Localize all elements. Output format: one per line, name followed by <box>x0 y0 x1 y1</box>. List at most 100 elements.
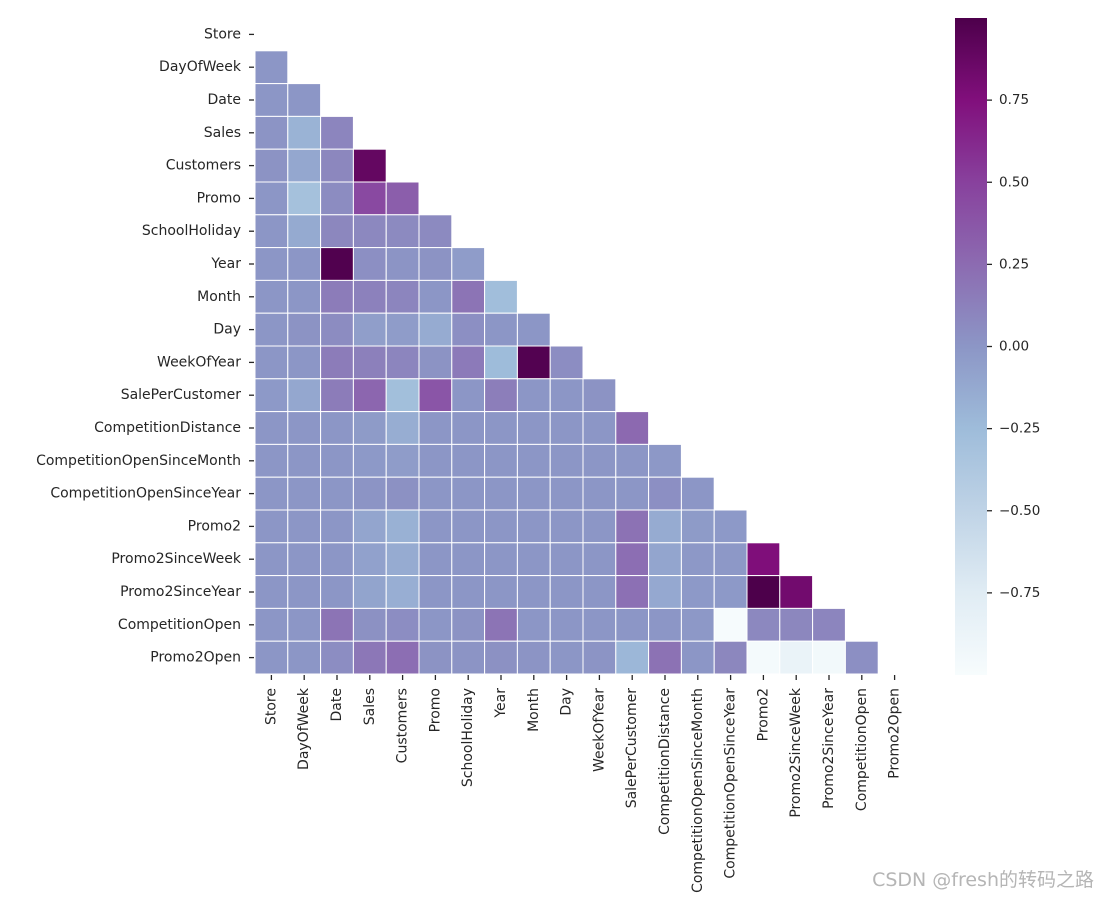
y-tick-label: CompetitionOpenSinceMonth <box>36 453 241 469</box>
heatmap-cell-Promo2Open-CompetitionOpen <box>844 640 879 675</box>
y-tick-label: Day <box>213 322 241 338</box>
y-tick-label: SchoolHoliday <box>142 223 241 239</box>
heatmap-cell-Day-Customers <box>385 312 420 347</box>
heatmap-cell-SalePerCustomer-Store <box>254 378 289 413</box>
heatmap-cell-Promo-Customers <box>385 181 420 216</box>
colorbar-gradient <box>955 18 987 675</box>
heatmap-cell-CompetitionOpen-CompetitionOpenSinceMonth <box>680 607 715 642</box>
x-tick-label: Customers <box>395 688 411 763</box>
heatmap-cell-SchoolHoliday-DayOfWeek <box>287 214 322 249</box>
heatmap-cell-Month-SchoolHoliday <box>451 279 486 314</box>
heatmap-cell-CompetitionOpenSinceYear-CompetitionDistance <box>648 476 682 511</box>
x-tick-label: Promo <box>427 688 443 732</box>
heatmap-cell-Promo2-CompetitionOpenSinceMonth <box>680 509 715 544</box>
heatmap-cell-CompetitionDistance-SalePerCustomer <box>615 411 650 445</box>
x-tick-label: Store <box>263 688 279 725</box>
heatmap-cell-SalePerCustomer-SchoolHoliday <box>451 378 486 413</box>
heatmap-cell-Promo2SinceWeek-Store <box>254 542 289 577</box>
heatmap-cell-CompetitionOpenSinceMonth-SalePerCustomer <box>615 443 650 478</box>
heatmap-cell-Promo2-CompetitionOpenSinceYear <box>713 509 748 544</box>
y-tick-label: Promo <box>197 190 241 206</box>
heatmap-cell-Promo2Open-Customers <box>385 640 420 675</box>
heatmap-cell-Year-Store <box>254 247 289 281</box>
heatmap-cell-Promo2SinceYear-Promo <box>418 575 453 609</box>
heatmap-cell-CompetitionOpenSinceYear-Day <box>549 476 584 511</box>
heatmap-cell-Promo2SinceYear-CompetitionOpenSinceYear <box>713 575 748 609</box>
heatmap-cell-CompetitionOpenSinceMonth-Year <box>484 443 518 478</box>
y-tick-label: Date <box>208 92 241 108</box>
heatmap-cell-SchoolHoliday-Store <box>254 214 289 249</box>
heatmap-cell-Promo2-SchoolHoliday <box>451 509 486 544</box>
heatmap-cell-WeekOfYear-Month <box>516 345 551 380</box>
y-tick-label: Promo2SinceWeek <box>111 551 242 567</box>
heatmap-cell-CompetitionDistance-Customers <box>385 411 420 445</box>
heatmap-cell-Promo2SinceYear-CompetitionOpenSinceMonth <box>680 575 715 609</box>
heatmap-cell-CompetitionOpen-SalePerCustomer <box>615 607 650 642</box>
heatmap-cell-Promo2SinceWeek-Sales <box>352 542 387 577</box>
heatmap-cell-CompetitionOpen-Promo <box>418 607 453 642</box>
heatmap-cell-WeekOfYear-SchoolHoliday <box>451 345 486 380</box>
heatmap-cell-CompetitionOpenSinceMonth-Promo <box>418 443 453 478</box>
y-tick-label: Promo2 <box>188 518 241 534</box>
heatmap-cell-CompetitionOpenSinceMonth-Date <box>320 443 354 478</box>
heatmap-cell-CompetitionOpenSinceYear-Year <box>484 476 518 511</box>
heatmap-cell-Date-DayOfWeek <box>287 83 322 117</box>
x-axis-labels: Store DayOfWeek Date Sales Customers Promo Sch… <box>263 675 903 893</box>
heatmap-cell-Promo2Open-CompetitionDistance <box>648 640 682 675</box>
heatmap-cell-CompetitionOpenSinceYear-Store <box>254 476 289 511</box>
heatmap-cell-CompetitionDistance-Store <box>254 411 289 445</box>
x-tick-label: Promo2Open <box>887 688 903 779</box>
heatmap-cell-Promo2Open-Month <box>516 640 551 675</box>
heatmap-cell-CompetitionOpen-Promo2 <box>746 607 781 642</box>
heatmap-cell-CompetitionOpenSinceYear-Date <box>320 476 354 511</box>
x-tick-label: CompetitionOpenSinceMonth <box>690 688 706 893</box>
heatmap-cell-Day-Promo <box>418 312 453 347</box>
heatmap-cell-CompetitionOpenSinceYear-Promo <box>418 476 453 511</box>
heatmap-cell-CompetitionOpenSinceYear-Sales <box>352 476 387 511</box>
heatmap-cell-Promo2SinceWeek-SalePerCustomer <box>615 542 650 577</box>
heatmap-cell-Promo2-CompetitionDistance <box>648 509 682 544</box>
y-tick-label: CompetitionOpen <box>118 617 241 633</box>
heatmap-cell-Year-Promo <box>418 247 453 281</box>
heatmap-cell-CompetitionOpen-Promo2SinceWeek <box>779 607 814 642</box>
colorbar-ticks: 0.75 0.50 0.25 0.00 −0.25 −0.50 −0.75 <box>987 92 1040 601</box>
heatmap-cell-CompetitionDistance-SchoolHoliday <box>451 411 486 445</box>
x-tick-label: DayOfWeek <box>296 687 312 770</box>
y-tick-label: Store <box>204 26 241 42</box>
heatmap-cell-Promo2Open-Promo2SinceYear <box>812 640 846 675</box>
heatmap-cell-Customers-Sales <box>352 148 387 183</box>
heatmap-cell-CompetitionOpen-Date <box>320 607 354 642</box>
heatmap-cell-Promo2-Store <box>254 509 289 544</box>
heatmap-cell-Promo2SinceYear-Sales <box>352 575 387 609</box>
heatmap-cell-Promo2SinceWeek-Promo2 <box>746 542 781 577</box>
watermark: CSDN @fresh的转码之路 <box>872 869 1094 891</box>
heatmap-cell-Promo2-SalePerCustomer <box>615 509 650 544</box>
heatmap-cell-CompetitionDistance-Year <box>484 411 518 445</box>
heatmap-cell-CompetitionDistance-Month <box>516 411 551 445</box>
heatmap-cell-CompetitionDistance-Day <box>549 411 584 445</box>
heatmap-cell-CompetitionOpenSinceYear-CompetitionOpenSinceMonth <box>680 476 715 511</box>
heatmap-cell-Promo2SinceWeek-DayOfWeek <box>287 542 322 577</box>
heatmap-cell-Customers-Store <box>254 148 289 183</box>
colorbar-tick-label: −0.50 <box>999 503 1040 519</box>
x-tick-label: SalePerCustomer <box>624 688 640 809</box>
heatmap-cell-Promo2SinceWeek-Promo <box>418 542 453 577</box>
y-tick-label: Sales <box>204 125 241 141</box>
heatmap-cell-Sales-Date <box>320 115 354 150</box>
heatmap-cell-Sales-DayOfWeek <box>287 115 322 150</box>
x-tick-label: Year <box>493 688 509 719</box>
heatmap-cell-SchoolHoliday-Customers <box>385 214 420 249</box>
y-tick-label: DayOfWeek <box>159 59 242 75</box>
heatmap-cell-Promo-DayOfWeek <box>287 181 322 216</box>
x-tick-label: Promo2 <box>755 688 771 741</box>
colorbar-tick-label: 0.50 <box>999 174 1029 190</box>
heatmap-cell-CompetitionOpen-Sales <box>352 607 387 642</box>
heatmap-cell-Promo2SinceWeek-Year <box>484 542 518 577</box>
y-tick-label: SalePerCustomer <box>121 387 242 403</box>
heatmap-cell-Month-Customers <box>385 279 420 314</box>
heatmap-cell-Promo2Open-Store <box>254 640 289 675</box>
x-tick-label: Month <box>526 688 542 732</box>
heatmap-cell-CompetitionOpen-SchoolHoliday <box>451 607 486 642</box>
heatmap-cell-Promo2SinceYear-DayOfWeek <box>287 575 322 609</box>
y-tick-label: CompetitionOpenSinceYear <box>50 486 241 502</box>
